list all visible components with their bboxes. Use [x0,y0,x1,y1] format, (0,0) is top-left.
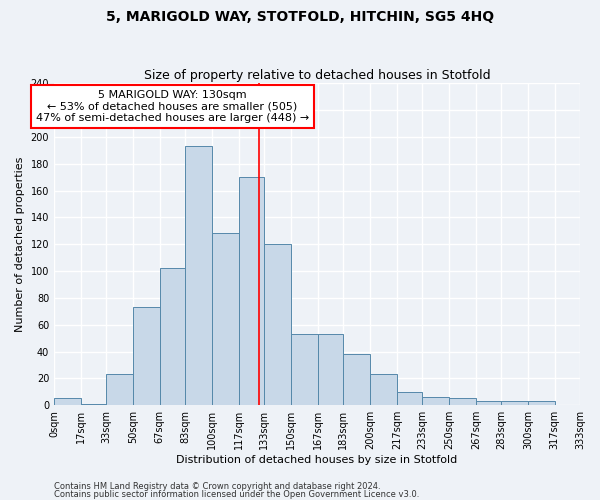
Bar [185,146,212,405]
Bar [212,234,239,405]
Bar [318,334,343,405]
Text: 5, MARIGOLD WAY, STOTFOLD, HITCHIN, SG5 4HQ: 5, MARIGOLD WAY, STOTFOLD, HITCHIN, SG5 … [106,10,494,24]
Bar [264,244,291,405]
Bar [54,398,81,405]
Bar [343,354,370,405]
Bar [370,374,397,405]
Bar [81,404,106,405]
Bar [422,397,449,405]
Bar [291,334,318,405]
Bar [397,392,422,405]
Bar [106,374,133,405]
Bar [528,401,555,405]
Text: 5 MARIGOLD WAY: 130sqm
← 53% of detached houses are smaller (505)
47% of semi-de: 5 MARIGOLD WAY: 130sqm ← 53% of detached… [36,90,309,123]
Text: Contains HM Land Registry data © Crown copyright and database right 2024.: Contains HM Land Registry data © Crown c… [54,482,380,491]
Text: Contains public sector information licensed under the Open Government Licence v3: Contains public sector information licen… [54,490,419,499]
Bar [133,308,160,405]
Bar [239,177,264,405]
Bar [449,398,476,405]
Bar [160,268,185,405]
Bar [501,401,528,405]
Y-axis label: Number of detached properties: Number of detached properties [15,156,25,332]
Bar [476,401,501,405]
X-axis label: Distribution of detached houses by size in Stotfold: Distribution of detached houses by size … [176,455,458,465]
Title: Size of property relative to detached houses in Stotfold: Size of property relative to detached ho… [144,69,490,82]
